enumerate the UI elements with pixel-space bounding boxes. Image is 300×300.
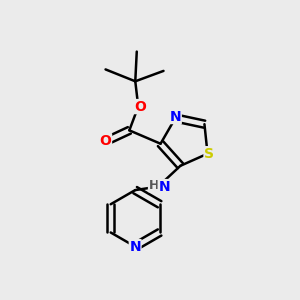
Text: O: O xyxy=(100,134,112,148)
Text: N: N xyxy=(129,240,141,254)
Text: N: N xyxy=(158,180,170,194)
Text: N: N xyxy=(169,110,181,124)
Text: S: S xyxy=(204,147,214,161)
Text: H: H xyxy=(148,178,159,192)
Text: O: O xyxy=(134,100,146,114)
